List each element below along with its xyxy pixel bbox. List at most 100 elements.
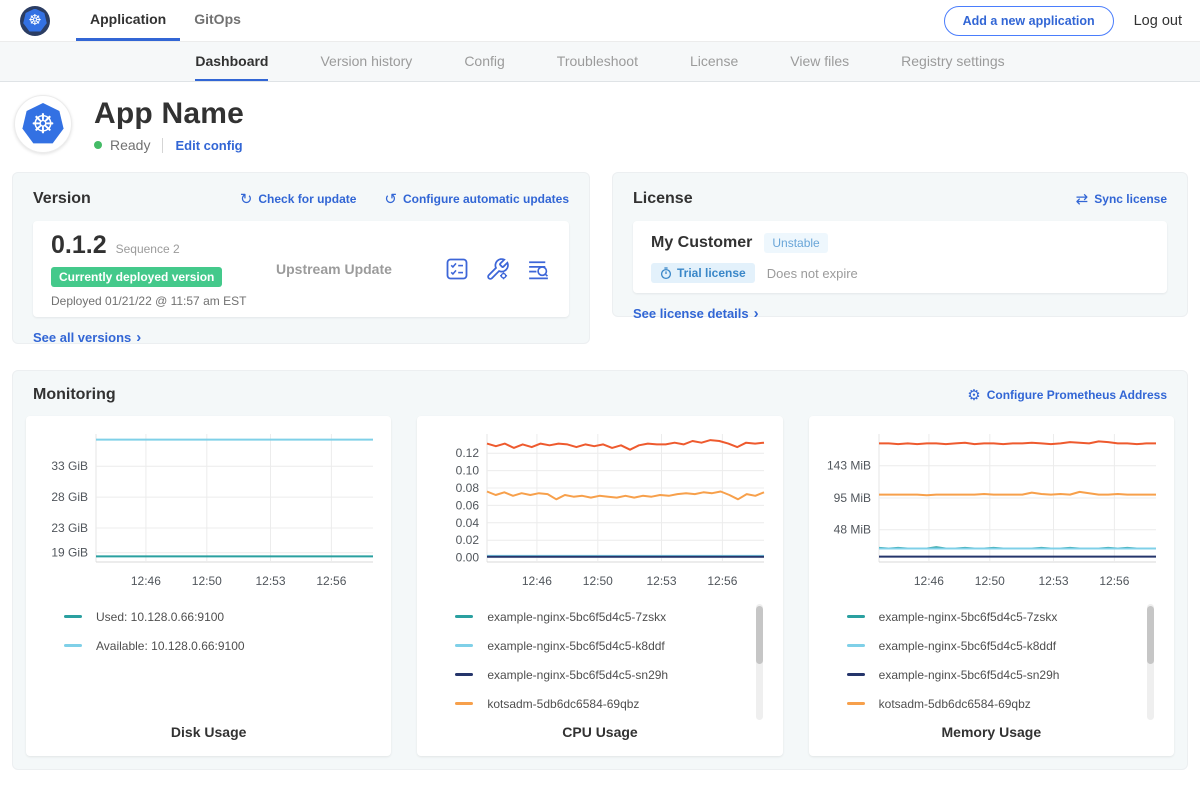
legend-color-dash [455, 615, 473, 618]
main-content: Version ↻ Check for update ↺ Configure a… [0, 172, 1200, 770]
svg-text:12:50: 12:50 [974, 574, 1004, 588]
svg-text:95 MiB: 95 MiB [833, 491, 870, 505]
sub-tab-registry-settings[interactable]: Registry settings [901, 42, 1004, 81]
version-action-icons [445, 257, 551, 282]
deploy-logs-icon[interactable] [526, 257, 551, 282]
top-nav-tabs: ApplicationGitOps [76, 0, 255, 41]
legend-item: kotsadm-5db6dc6584-69qbz [847, 689, 1168, 718]
logout-link[interactable]: Log out [1134, 13, 1182, 29]
sub-tab-config[interactable]: Config [464, 42, 504, 81]
gear-icon: ⚙ [967, 386, 980, 404]
legend-color-dash [847, 644, 865, 647]
legend-scrollbar-track[interactable] [756, 604, 763, 720]
chevron-right-icon: › [754, 305, 759, 322]
add-new-application-button[interactable]: Add a new application [944, 6, 1114, 36]
legend-scrollbar-track[interactable] [1147, 604, 1154, 720]
legend-label: example-nginx-5bc6f5d4c5-k8ddf [879, 639, 1056, 653]
helm-wheel-icon: ☸ [28, 13, 41, 28]
svg-text:12:53: 12:53 [1038, 574, 1068, 588]
version-number: 0.1.2 [51, 231, 107, 260]
svg-text:0.06: 0.06 [456, 498, 480, 512]
version-sequence: Sequence 2 [116, 242, 180, 256]
legend-label: example-nginx-5bc6f5d4c5-k8ddf [487, 639, 664, 653]
sub-tab-view-files[interactable]: View files [790, 42, 849, 81]
see-license-details-link[interactable]: See license details › [633, 305, 759, 322]
svg-text:23 GiB: 23 GiB [51, 521, 88, 535]
version-card-title: Version [33, 190, 91, 208]
svg-text:19 GiB: 19 GiB [51, 546, 88, 560]
config-values-wrench-icon[interactable] [485, 257, 510, 282]
chart-card-disk-usage: 12:4612:5012:5312:5633 GiB28 GiB23 GiB19… [26, 416, 391, 756]
svg-text:12:46: 12:46 [914, 574, 944, 588]
helm-wheel-icon: ☸ [31, 111, 55, 138]
legend-item: example-nginx-5bc6f5d4c5-k8ddf [455, 631, 776, 660]
svg-text:0.02: 0.02 [456, 533, 480, 547]
status-text: Ready [110, 137, 150, 153]
sync-license-link[interactable]: ⇄ Sync license [1076, 190, 1167, 208]
svg-text:0.08: 0.08 [456, 481, 480, 495]
see-license-details-label: See license details [633, 306, 749, 321]
svg-text:0.00: 0.00 [456, 551, 480, 565]
trial-license-badge: Trial license [651, 263, 755, 283]
kubernetes-heptagon: ☸ [23, 9, 47, 33]
monitoring-card: Monitoring ⚙ Configure Prometheus Addres… [12, 370, 1188, 770]
kubernetes-logo[interactable]: ☸ [20, 0, 50, 41]
svg-text:12:53: 12:53 [647, 574, 677, 588]
trial-license-label: Trial license [677, 266, 746, 280]
chart-legend: Used: 10.128.0.66:9100 Available: 10.128… [64, 602, 385, 660]
app-icon-heptagon: ☸ [22, 103, 64, 145]
edit-config-link[interactable]: Edit config [175, 138, 242, 153]
sync-license-label: Sync license [1094, 192, 1167, 206]
chart-card-memory-usage: 12:4612:5012:5312:56143 MiB95 MiB48 MiB … [809, 416, 1174, 756]
legend-item: example-nginx-5bc6f5d4c5-7zskx [455, 602, 776, 631]
clock-refresh-icon: ↺ [384, 190, 397, 208]
configure-automatic-updates-link[interactable]: ↺ Configure automatic updates [384, 190, 569, 208]
sync-arrows-icon: ⇄ [1076, 190, 1089, 208]
preflight-checks-icon[interactable] [445, 257, 469, 281]
legend-color-dash [64, 615, 82, 618]
app-title: App Name [94, 97, 244, 131]
chart-title: Disk Usage [32, 724, 385, 744]
top-nav-right: Add a new application Log out [944, 0, 1182, 41]
svg-text:12:46: 12:46 [131, 574, 161, 588]
chart-title: Memory Usage [815, 724, 1168, 744]
configure-prometheus-label: Configure Prometheus Address [987, 388, 1167, 402]
license-expiry: Does not expire [767, 266, 858, 281]
svg-text:12:56: 12:56 [708, 574, 738, 588]
check-for-update-label: Check for update [258, 192, 356, 206]
svg-text:48 MiB: 48 MiB [833, 523, 870, 537]
legend-label: example-nginx-5bc6f5d4c5-7zskx [487, 610, 666, 624]
monitoring-title: Monitoring [33, 386, 116, 404]
sub-tab-dashboard[interactable]: Dashboard [195, 42, 268, 81]
customer-name: My Customer [651, 234, 752, 252]
legend-label: kotsadm-5db6dc6584-69qbz [879, 697, 1031, 711]
svg-text:12:53: 12:53 [255, 574, 285, 588]
sub-tab-license[interactable]: License [690, 42, 738, 81]
svg-text:0.10: 0.10 [456, 464, 480, 478]
legend-scrollbar-thumb[interactable] [1147, 606, 1154, 664]
see-all-versions-link[interactable]: See all versions › [33, 329, 141, 346]
legend-label: example-nginx-5bc6f5d4c5-sn29h [879, 668, 1060, 682]
legend-label: Available: 10.128.0.66:9100 [96, 639, 245, 653]
legend-label: example-nginx-5bc6f5d4c5-sn29h [487, 668, 668, 682]
svg-text:0.12: 0.12 [456, 446, 480, 460]
app-title-block: App Name Ready Edit config [94, 95, 244, 153]
sub-tab-troubleshoot[interactable]: Troubleshoot [557, 42, 638, 81]
legend-color-dash [455, 644, 473, 647]
deployed-timestamp: Deployed 01/21/22 @ 11:57 am EST [51, 294, 276, 308]
check-for-update-link[interactable]: ↻ Check for update [240, 190, 357, 208]
version-header-links: ↻ Check for update ↺ Configure automatic… [240, 190, 569, 208]
version-card: Version ↻ Check for update ↺ Configure a… [12, 172, 590, 344]
app-sub-nav: Dashboard Version history Config Troublesho… [0, 42, 1200, 82]
configure-prometheus-link[interactable]: ⚙ Configure Prometheus Address [967, 386, 1167, 404]
top-tab-application[interactable]: Application [76, 0, 180, 41]
svg-text:0.04: 0.04 [456, 516, 480, 530]
legend-scrollbar-thumb[interactable] [756, 606, 763, 664]
monitoring-header: Monitoring ⚙ Configure Prometheus Addres… [26, 386, 1174, 404]
chart-legend: example-nginx-5bc6f5d4c5-7zskx example-n… [455, 602, 776, 718]
sub-tab-version-history[interactable]: Version history [320, 42, 412, 81]
legend-item: example-nginx-5bc6f5d4c5-sn29h [455, 660, 776, 689]
svg-text:12:50: 12:50 [192, 574, 222, 588]
legend-color-dash [455, 702, 473, 705]
top-tab-gitops[interactable]: GitOps [180, 0, 255, 41]
